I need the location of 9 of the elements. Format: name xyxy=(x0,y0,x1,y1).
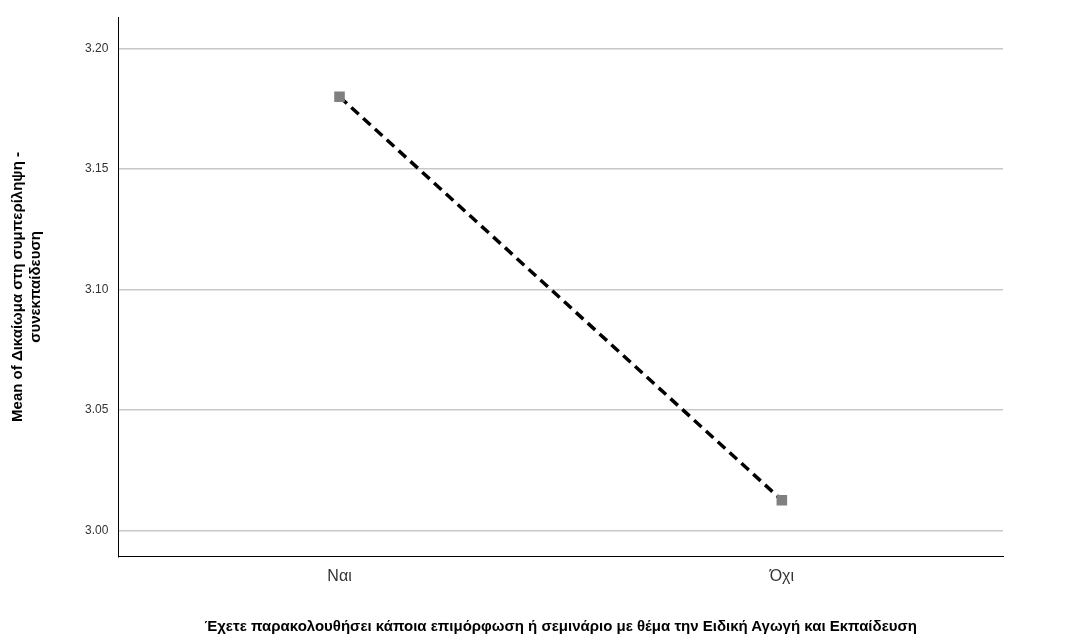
x-axis-title: Έχετε παρακολουθήσει κάποια επιμόρφωση ή σεμινάριο με θέμα την Ειδική Αγωγή και Εκπαίδευση xyxy=(204,617,917,635)
y-tick-label: 3.05 xyxy=(85,402,109,417)
y-tick-label: 3.20 xyxy=(85,40,109,55)
y-tick-label: 3.10 xyxy=(85,281,109,296)
y-tick-label: 3.15 xyxy=(85,161,109,176)
x-tick-label: Ναι xyxy=(327,566,353,584)
y-axis-title: Mean of Δικαίωμα στη συμπερίληψη - συνεκπαίδευση xyxy=(8,152,44,422)
x-tick-label: Όχι xyxy=(768,566,795,584)
y-tick-label: 3.00 xyxy=(85,522,109,537)
